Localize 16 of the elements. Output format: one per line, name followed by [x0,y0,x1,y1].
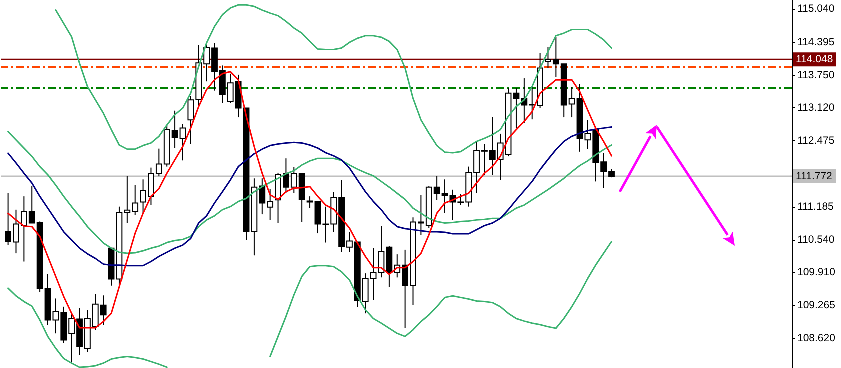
y-tick-label: 113.120 [798,102,835,114]
ref-line-label: 114.048 [796,54,834,66]
y-tick-label: 115.040 [798,3,835,16]
y-tick-label: 112.475 [798,134,835,147]
y-tick-label: 109.265 [798,300,836,312]
candlestick [180,124,186,162]
y-tick-label: 111.185 [798,201,834,214]
y-tick-label: 114.395 [798,36,835,48]
ref-line-label: 111.772 [796,170,833,182]
line-series [55,4,613,154]
line-series [8,71,613,329]
y-tick-label: 113.750 [798,69,835,82]
candlestick [306,196,314,209]
y-tick-label: 110.540 [798,234,835,246]
y-tick-label: 108.620 [798,332,836,345]
y-tick-label: 109.910 [798,266,836,279]
